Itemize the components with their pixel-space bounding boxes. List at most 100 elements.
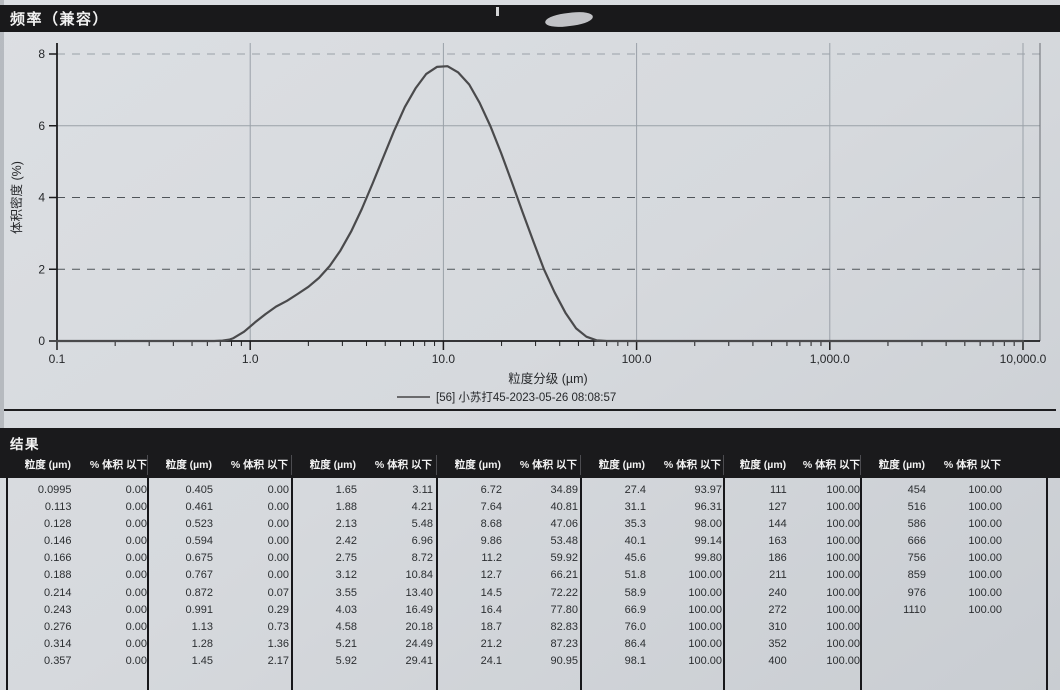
pct-value: 100.00 — [826, 484, 860, 496]
table-row: 586 100.00 — [862, 516, 1046, 533]
pct-value: 98.00 — [694, 518, 722, 531]
table-row: 0.276 0.00 — [8, 619, 147, 636]
pct-value: 100.00 — [826, 637, 860, 650]
table-row: 144 100.00 — [725, 516, 860, 533]
chart-title-bar: 频率（兼容） — [0, 5, 1060, 32]
table-row: 0.991 0.29 — [149, 602, 291, 619]
size-value: 4.58 — [335, 620, 357, 633]
size-value: 0.872 — [185, 586, 213, 599]
table-row: 240 100.00 — [725, 585, 860, 602]
table-row: 76.0 100.00 — [582, 619, 723, 636]
table-row: 40.1 99.14 — [582, 533, 723, 550]
pct-value: 0.00 — [267, 501, 289, 514]
pct-value: 100.00 — [688, 654, 722, 667]
table-row: 1.13 0.73 — [149, 619, 291, 636]
pct-value: 3.11 — [412, 484, 433, 496]
pct-value: 4.21 — [411, 501, 433, 514]
size-value: 1.13 — [191, 620, 213, 633]
pct-value: 90.95 — [550, 654, 578, 667]
size-value: 352 — [768, 637, 787, 650]
pct-value: 100.00 — [826, 569, 860, 582]
table-row: 11.2 59.92 — [438, 550, 580, 567]
table-row: 1.28 1.36 — [149, 636, 291, 653]
photo-artifact — [496, 7, 499, 16]
pct-column-header: % 体积 以下 — [663, 459, 721, 471]
size-value: 163 — [768, 535, 787, 548]
column-group-header: 粒度 (µm) % 体积 以下 — [147, 455, 291, 475]
table-row: 859 100.00 — [862, 567, 1046, 584]
table-row: 21.2 87.23 — [438, 636, 580, 653]
pct-value: 0.00 — [267, 484, 289, 496]
table-row: 0.146 0.00 — [8, 533, 147, 550]
pct-value: 0.00 — [125, 535, 147, 548]
pct-value: 8.72 — [411, 552, 433, 565]
pct-value: 100.00 — [826, 501, 860, 514]
table-row: 0.166 0.00 — [8, 550, 147, 567]
table-row: 111 100.00 — [725, 482, 860, 499]
pct-column-header: % 体积 以下 — [519, 459, 577, 471]
pct-value: 100.00 — [688, 637, 722, 650]
table-row: 666 100.00 — [862, 533, 1046, 550]
table-row: 1.88 4.21 — [293, 499, 436, 516]
table-row: 756 100.00 — [862, 550, 1046, 567]
table-row: 16.4 77.80 — [438, 602, 580, 619]
size-value: 0.128 — [44, 518, 72, 531]
pct-value: 99.14 — [694, 535, 722, 548]
size-value: 31.1 — [624, 501, 646, 514]
table-row: 4.58 20.18 — [293, 619, 436, 636]
size-value: 40.1 — [624, 535, 646, 548]
column-group-header: 粒度 (µm) % 体积 以下 — [291, 455, 436, 475]
table-row: 0.594 0.00 — [149, 533, 291, 550]
y-axis-label: 体积密度 (%) — [9, 161, 24, 234]
table-row: 3.12 10.84 — [293, 567, 436, 584]
pct-value: 87.23 — [550, 637, 578, 650]
size-value: 0.461 — [185, 501, 213, 514]
size-value: 18.7 — [480, 620, 502, 633]
table-row: 86.4 100.00 — [582, 636, 723, 653]
x-tick-label: 100.0 — [622, 352, 652, 366]
table-row: 2.13 5.48 — [293, 516, 436, 533]
size-value: 0.991 — [185, 603, 213, 616]
size-value: 454 — [907, 484, 926, 496]
table-row: 5.92 29.41 — [293, 653, 436, 670]
pct-value: 16.49 — [405, 603, 433, 616]
table-row: 0.314 0.00 — [8, 636, 147, 653]
table-row: 8.68 47.06 — [438, 516, 580, 533]
axes — [56, 43, 1041, 342]
pct-value: 0.00 — [125, 586, 147, 599]
pct-value: 0.00 — [267, 535, 289, 548]
pct-value: 72.22 — [550, 586, 578, 599]
size-value: 24.1 — [480, 654, 502, 667]
pct-value: 59.92 — [550, 552, 578, 565]
size-value: 0.113 — [44, 501, 72, 514]
pct-value: 77.80 — [550, 603, 578, 616]
y-tick-label: 0 — [38, 334, 45, 348]
pct-value: 100.00 — [826, 654, 860, 667]
pct-value: 100.00 — [968, 603, 1002, 616]
table-row: 66.9 100.00 — [582, 602, 723, 619]
size-value: 12.7 — [480, 569, 502, 582]
pct-value: 0.00 — [125, 654, 147, 667]
pct-value: 100.00 — [968, 501, 1002, 514]
table-column-group: 111 100.00 127 100.00 144 100.00 163 100.00 186 1… — [723, 478, 860, 690]
size-value: 516 — [907, 501, 926, 514]
size-value: 4.03 — [335, 603, 357, 616]
pct-value: 20.18 — [405, 620, 433, 633]
size-value: 0.405 — [185, 484, 213, 496]
x-tick-label: 10,000.0 — [1000, 352, 1047, 366]
pct-value: 82.83 — [550, 620, 578, 633]
size-column-header: 粒度 (µm) — [309, 459, 356, 471]
ticks — [49, 53, 1024, 350]
size-value: 11.2 — [481, 552, 502, 565]
x-tick-label: 1,000.0 — [810, 352, 850, 366]
panel-divider — [4, 409, 1056, 411]
size-value: 5.92 — [335, 654, 357, 667]
column-group-header: 粒度 (µm) % 体积 以下 — [6, 455, 147, 475]
pct-value: 100.00 — [826, 620, 860, 633]
pct-value: 13.40 — [405, 586, 433, 599]
size-value: 0.276 — [44, 620, 72, 633]
table-row: 0.357 0.00 — [8, 653, 147, 670]
size-value: 1.88 — [335, 501, 357, 514]
pct-value: 100.00 — [968, 518, 1002, 531]
